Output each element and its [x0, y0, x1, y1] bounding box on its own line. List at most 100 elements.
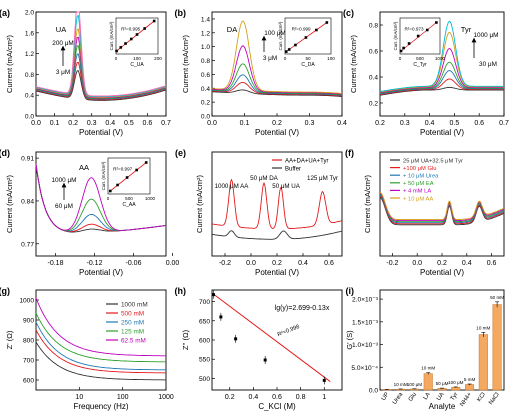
x-axis-label: Potential (V)	[420, 128, 464, 137]
inset-point	[119, 46, 123, 49]
legend-label: 500 mM	[121, 310, 144, 317]
series-line	[211, 230, 343, 240]
inset-point	[304, 36, 308, 39]
panel-label: (a)	[0, 8, 10, 18]
x-tick-label: 0.6	[272, 394, 282, 401]
x-tick-label: 0.0	[412, 260, 422, 267]
x-tick-label: 10	[75, 394, 83, 401]
series-line	[379, 70, 504, 95]
x-tick-label: 0.7	[161, 120, 171, 127]
x-axis-label: Potential (V)	[420, 268, 464, 277]
series-line	[35, 14, 167, 98]
x-tick-label: 0.3	[305, 120, 315, 127]
legend-label: Buffer	[285, 166, 301, 172]
peak-label: DA	[227, 25, 237, 34]
x-tick-label: 0.2	[437, 260, 447, 267]
bar-value-label: 50 mM	[490, 295, 504, 300]
bar	[478, 334, 488, 391]
y-tick-label: 0.4	[25, 93, 34, 100]
x-axis-label: Potential (V)	[255, 268, 299, 277]
inset-point	[152, 19, 156, 23]
series-line	[211, 89, 343, 98]
inset-point	[135, 168, 138, 172]
bar-value-label: 50 μM	[436, 381, 449, 386]
y-tick-label: 0.2	[201, 100, 210, 107]
inset-r2-label: R²=0.997	[113, 167, 132, 172]
y-axis-label: Z' (Ω)	[5, 330, 14, 349]
high-concentration-label: 1000 μM	[52, 177, 77, 184]
x-tick-label: 0.0	[31, 120, 41, 127]
category-label: NaCl	[488, 392, 501, 406]
panel-7: (g) 10 100 1000 600 700 800 900 1000 Frequency (H…	[0, 286, 174, 411]
x-tick-label: 1	[322, 394, 326, 401]
peak-label: 50 μM DA	[250, 175, 279, 182]
panel-label: (c)	[343, 8, 354, 18]
legend-label: 62.5 mM	[121, 337, 146, 344]
category-label: UP	[381, 392, 391, 402]
legend-label: 1000 mM	[121, 301, 148, 308]
x-tick-label: -0.18	[48, 260, 64, 267]
y-tick-label: 1000	[19, 298, 34, 305]
x-axis-label: Potential (V)	[79, 268, 123, 277]
y-tick-label: 0.2	[369, 101, 378, 108]
inset-x-tick-label: 500	[416, 56, 424, 61]
panel-3: (c) 0.2 0.3 0.4 0.5 0.6 0.7 0.2 0.4 0.6 0.8 Potenti…	[343, 8, 509, 137]
y-tick-label: 0.91	[21, 156, 34, 163]
inset-point	[416, 34, 420, 38]
series-line	[379, 20, 504, 92]
fit-line	[212, 293, 331, 382]
x-tick-label: -0.2	[386, 260, 398, 267]
inset-x-label: C_DA	[301, 62, 315, 68]
inset-x-label: C_UA	[130, 62, 144, 68]
inset-r2-label: R²=0.995	[121, 27, 140, 32]
y-tick-label: 1.0×10⁻³	[352, 342, 379, 349]
y-tick-label: 1.2	[201, 30, 210, 37]
category-label: UA	[436, 392, 446, 402]
legend-label: 250 mM	[121, 319, 144, 326]
panel-2: (b) 0.0 0.1 0.2 0.3 0.4 0.0 0.2 0.4 0.6 0.8 1.0 1.2 1…	[175, 8, 347, 137]
inset-point	[402, 46, 405, 50]
y-tick-label: 0.4	[201, 86, 210, 93]
y-tick-label: 600	[199, 338, 210, 345]
y-tick-label: 0.8	[369, 23, 378, 30]
x-tick-label: 0.00	[166, 260, 180, 267]
inset-point	[116, 183, 119, 187]
fit-equation-label: lg(y)=2.699-0.13x	[275, 305, 330, 312]
x-tick-label: 0.2	[68, 120, 78, 127]
legend-label: AA+DA+UA+Tyr	[285, 158, 329, 164]
y-tick-label: 0.0	[369, 388, 378, 395]
peak-label: AA	[79, 163, 89, 172]
y-axis-label: Current (mA/cm²)	[195, 175, 204, 233]
y-tick-label: 0.84	[21, 198, 34, 205]
x-tick-label: 0.5	[124, 120, 134, 127]
peak-label: 1000 μM AA	[215, 183, 250, 190]
x-tick-label: 0.0	[207, 120, 217, 127]
panel-label: (b)	[175, 8, 187, 18]
bar-value-label: 10 mM	[421, 366, 435, 371]
y-tick-label: 1.2	[25, 51, 34, 58]
high-concentration-label: 100 μM	[264, 30, 285, 37]
y-tick-label: 550	[199, 357, 210, 364]
inset-y-label: Curr. (mA/cm²)	[109, 21, 114, 50]
y-tick-label: 650	[199, 318, 210, 325]
bar-value-label: 100 μM	[407, 382, 423, 387]
y-tick-label: 2.0	[25, 10, 34, 17]
y-tick-label: 0.6	[369, 49, 378, 56]
y-tick-label: 700	[23, 358, 34, 365]
series-line	[211, 20, 343, 94]
x-tick-label: 0.2	[375, 120, 385, 127]
inset-point	[315, 28, 318, 32]
inset-point	[425, 28, 429, 32]
inset-x-tick-label: 0	[107, 196, 110, 201]
inset-x-tick-label: 100	[327, 56, 335, 61]
peak-label: 125 μM Tyr	[307, 175, 338, 182]
inset-r2-label: R²=0.973	[404, 27, 423, 32]
x-tick-label: -0.2	[219, 260, 231, 267]
x-tick-label: 0.6	[324, 260, 334, 267]
x-tick-label: 0.0	[246, 260, 256, 267]
panel-label: (i)	[346, 286, 355, 296]
y-tick-label: 700	[199, 299, 210, 306]
inset-point	[325, 21, 329, 24]
panel-4: (d) -0.18 -0.12 -0.06 0.00 0.77 0.84 0.91 Potent…	[0, 148, 179, 277]
inset-x-tick-label: 500	[125, 196, 133, 201]
